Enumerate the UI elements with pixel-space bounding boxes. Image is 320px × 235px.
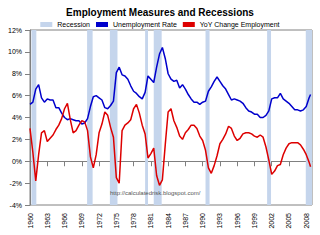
svg-text:1972: 1972	[96, 213, 103, 229]
svg-text:2005: 2005	[285, 213, 292, 229]
svg-text:1969: 1969	[78, 213, 85, 229]
svg-text:http://calculatedrisk.blogspot: http://calculatedrisk.blogspot.com/	[110, 190, 201, 196]
svg-text:Employment Measures and Recess: Employment Measures and Recessions	[66, 7, 254, 18]
svg-text:1996: 1996	[234, 213, 241, 229]
svg-text:1993: 1993	[216, 213, 223, 229]
svg-text:Unemployment Rate: Unemployment Rate	[113, 21, 177, 29]
svg-text:8%: 8%	[12, 70, 22, 77]
svg-text:1990: 1990	[199, 213, 206, 229]
svg-text:6%: 6%	[12, 92, 22, 99]
svg-text:2%: 2%	[12, 136, 22, 143]
svg-text:1999: 1999	[251, 213, 258, 229]
svg-text:1978: 1978	[130, 213, 137, 229]
svg-text:-4%: -4%	[10, 202, 22, 209]
svg-text:4%: 4%	[12, 114, 22, 121]
svg-text:1966: 1966	[61, 213, 68, 229]
svg-text:2002: 2002	[268, 213, 275, 229]
svg-text:1963: 1963	[44, 213, 51, 229]
svg-text:-2%: -2%	[10, 180, 22, 187]
svg-text:YoY Change Employment: YoY Change Employment	[200, 21, 280, 29]
svg-text:1960: 1960	[27, 213, 34, 229]
svg-text:1987: 1987	[182, 213, 189, 229]
svg-text:10%: 10%	[8, 48, 22, 55]
svg-text:12%: 12%	[8, 27, 22, 34]
svg-text:1984: 1984	[165, 213, 172, 229]
svg-text:1975: 1975	[113, 213, 120, 229]
svg-text:2008: 2008	[303, 213, 310, 229]
svg-text:1981: 1981	[147, 213, 154, 229]
svg-text:Recession: Recession	[57, 21, 90, 28]
svg-text:0%: 0%	[12, 158, 22, 165]
